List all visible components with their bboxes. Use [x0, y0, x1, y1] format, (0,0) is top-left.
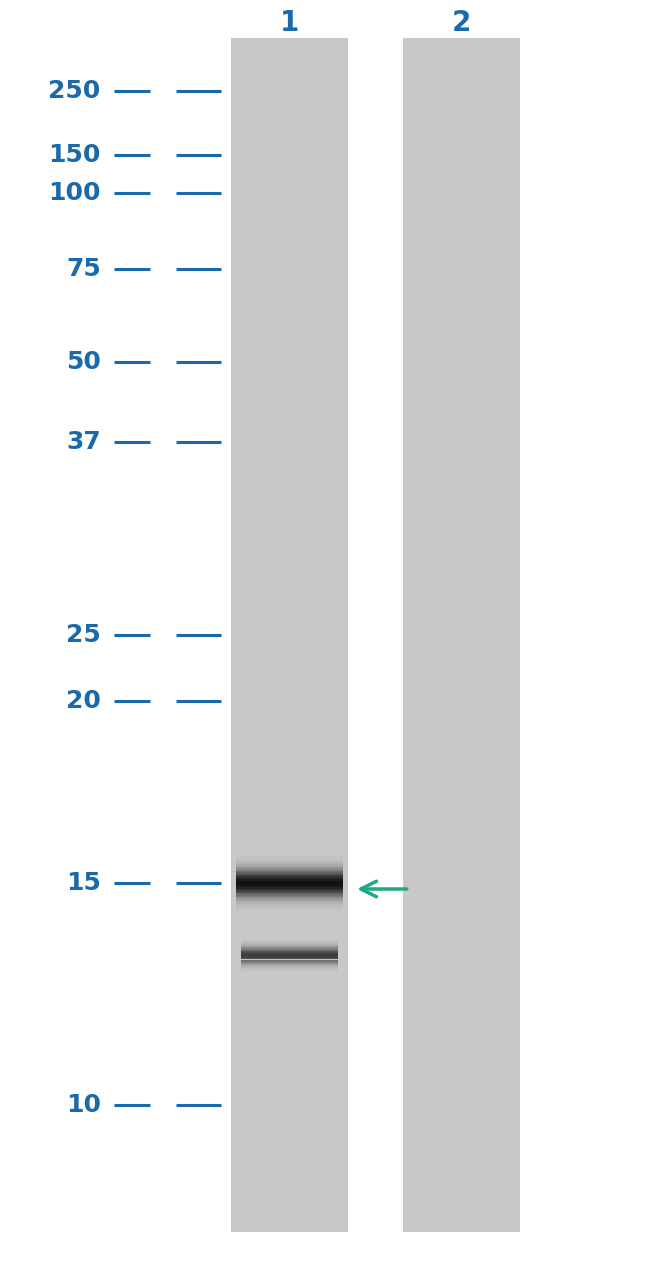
Bar — [235, 904, 343, 906]
Bar — [235, 875, 343, 876]
Text: 50: 50 — [66, 351, 101, 373]
Bar — [235, 907, 343, 908]
Bar — [235, 894, 343, 895]
Bar — [235, 909, 343, 911]
Bar — [235, 885, 343, 886]
Text: 37: 37 — [66, 431, 101, 453]
Text: 10: 10 — [66, 1093, 101, 1116]
Bar — [235, 908, 343, 909]
Bar — [235, 881, 343, 884]
Bar — [235, 903, 343, 904]
Bar — [235, 864, 343, 866]
Bar — [235, 866, 343, 867]
Bar — [235, 888, 343, 889]
Bar — [235, 906, 343, 907]
Bar — [235, 860, 343, 861]
Bar — [235, 884, 343, 885]
Bar — [235, 892, 343, 893]
Bar — [235, 870, 343, 871]
Bar — [231, 38, 348, 1232]
Text: 25: 25 — [66, 624, 101, 646]
Bar — [235, 861, 343, 862]
Bar — [235, 886, 343, 888]
Bar — [235, 869, 343, 870]
Bar — [235, 856, 343, 857]
Bar — [235, 871, 343, 872]
Bar — [235, 897, 343, 898]
Text: 250: 250 — [49, 80, 101, 103]
Bar — [235, 872, 343, 874]
Text: 15: 15 — [66, 871, 101, 894]
Bar — [235, 879, 343, 880]
Text: 1: 1 — [280, 9, 299, 37]
Bar — [235, 890, 343, 892]
Bar — [235, 893, 343, 894]
Bar — [235, 859, 343, 860]
Bar — [235, 899, 343, 902]
Text: 20: 20 — [66, 690, 101, 712]
Text: 100: 100 — [48, 182, 101, 204]
Bar — [235, 880, 343, 881]
Bar — [235, 898, 343, 899]
Text: 75: 75 — [66, 258, 101, 281]
Text: 150: 150 — [48, 144, 101, 166]
Bar — [235, 878, 343, 879]
Bar — [235, 874, 343, 875]
Bar — [235, 895, 343, 897]
Bar — [403, 38, 520, 1232]
Bar — [235, 857, 343, 859]
Text: 2: 2 — [452, 9, 471, 37]
Bar — [235, 862, 343, 864]
Bar — [235, 876, 343, 878]
Bar — [235, 889, 343, 890]
Bar — [235, 902, 343, 903]
Bar — [235, 867, 343, 869]
